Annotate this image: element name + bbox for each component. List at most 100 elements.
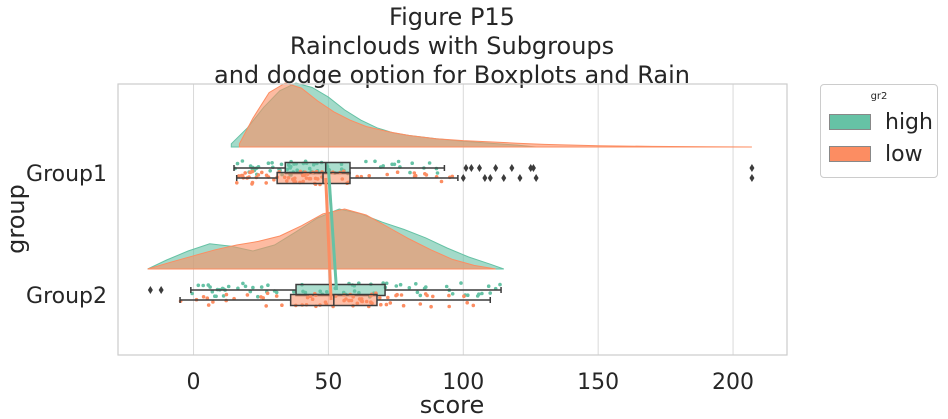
rain-point: [274, 294, 279, 298]
rain-point: [424, 285, 428, 289]
rain-point: [462, 294, 466, 299]
rain-point: [399, 293, 404, 297]
rain-point: [407, 286, 412, 290]
outlier-marker: [517, 174, 523, 182]
rain-point: [447, 293, 451, 298]
rain-point: [394, 284, 399, 288]
rain-point: [196, 283, 201, 288]
rain-point: [401, 303, 406, 308]
rain-point: [378, 296, 382, 300]
rain-point: [250, 182, 254, 186]
rain-point: [373, 159, 377, 164]
rain-point: [261, 296, 266, 300]
rain-point: [256, 173, 261, 177]
outlier-marker: [468, 164, 474, 172]
outlier-marker: [533, 174, 539, 182]
rain-point: [255, 294, 260, 299]
rain-point: [379, 302, 383, 307]
rain-point: [240, 159, 245, 163]
mean-line-high: [326, 167, 339, 291]
rain-point: [423, 292, 428, 296]
outlier-marker: [530, 164, 536, 172]
y-tick-label: Group2: [26, 284, 107, 309]
rain-point: [211, 300, 215, 304]
rain-point: [235, 161, 240, 166]
rain-point: [364, 159, 368, 164]
rain-point: [264, 181, 269, 185]
rain-point: [413, 173, 418, 178]
rain-point: [213, 294, 217, 299]
rain-point: [206, 303, 211, 307]
title-line-1: Figure P15: [389, 3, 515, 31]
plot-area: [147, 82, 755, 309]
box-group1-low: [276, 171, 351, 185]
x-axis-title: score: [420, 391, 485, 419]
legend-title: gr2: [870, 91, 888, 102]
rain-point: [272, 177, 276, 182]
axes: 0 50 100 150 200 Group1 Group2 score group: [2, 83, 788, 419]
rain-point: [270, 161, 274, 165]
x-tick-label: 100: [442, 370, 484, 395]
rain-point: [392, 162, 397, 167]
rain-point: [439, 179, 444, 184]
outlier-marker: [147, 286, 153, 294]
legend-swatch-low: [829, 146, 871, 162]
rain-point: [471, 303, 476, 308]
rain-point: [241, 281, 245, 286]
rain-point: [429, 304, 433, 309]
outlier-marker: [158, 286, 164, 294]
rain-point: [384, 302, 389, 307]
y-axis-title: group: [2, 184, 30, 254]
rain-point: [266, 161, 271, 165]
rain-point: [480, 291, 484, 296]
y-tick-label: Group1: [26, 162, 107, 187]
legend-item-low: low: [829, 141, 923, 167]
rain-point: [266, 283, 270, 288]
rain-point: [477, 292, 481, 297]
rain-point: [210, 289, 215, 294]
rain-point: [260, 170, 264, 175]
outlier-marker: [460, 174, 466, 182]
rain-point: [201, 283, 205, 288]
rain-point: [240, 173, 245, 178]
rain-point: [248, 170, 252, 175]
rain-point: [206, 283, 211, 287]
rain-point: [486, 284, 491, 289]
legend-label-low: low: [885, 141, 923, 167]
outlier-marker: [493, 164, 499, 172]
rain-point: [221, 294, 226, 298]
rain-point: [259, 285, 264, 289]
rain-point: [488, 291, 493, 295]
rain-point: [408, 170, 412, 175]
outlier-marker: [749, 174, 755, 182]
rain-point: [398, 282, 403, 287]
outlier-marker: [487, 174, 493, 182]
legend: gr2 high low: [820, 84, 938, 178]
rain-point: [459, 281, 463, 285]
rain-point: [226, 284, 231, 289]
outlier-marker: [509, 164, 515, 172]
outlier-marker: [482, 174, 488, 182]
title-line-2: Rainclouds with Subgroups: [290, 32, 614, 60]
x-tick-label: 150: [577, 370, 619, 395]
rain-point: [465, 300, 470, 305]
rain-point: [385, 172, 390, 177]
x-tick-label: 50: [314, 370, 342, 395]
rain-point: [415, 290, 420, 295]
density-cloud-group2-low: [147, 208, 496, 270]
outlier-marker: [463, 164, 469, 172]
outlier-marker: [528, 164, 534, 172]
rain-point: [414, 282, 418, 286]
rain-point: [418, 293, 423, 298]
outlier-marker: [476, 164, 482, 172]
rain-point: [466, 293, 470, 298]
rain-point: [243, 171, 247, 175]
legend-item-high: high: [829, 109, 933, 135]
rain-point: [450, 292, 455, 296]
rain-point: [388, 301, 393, 305]
mean-line-low: [324, 177, 333, 301]
rain-point: [236, 286, 240, 291]
rain-point: [205, 296, 210, 301]
legend-label-high: high: [885, 109, 933, 135]
